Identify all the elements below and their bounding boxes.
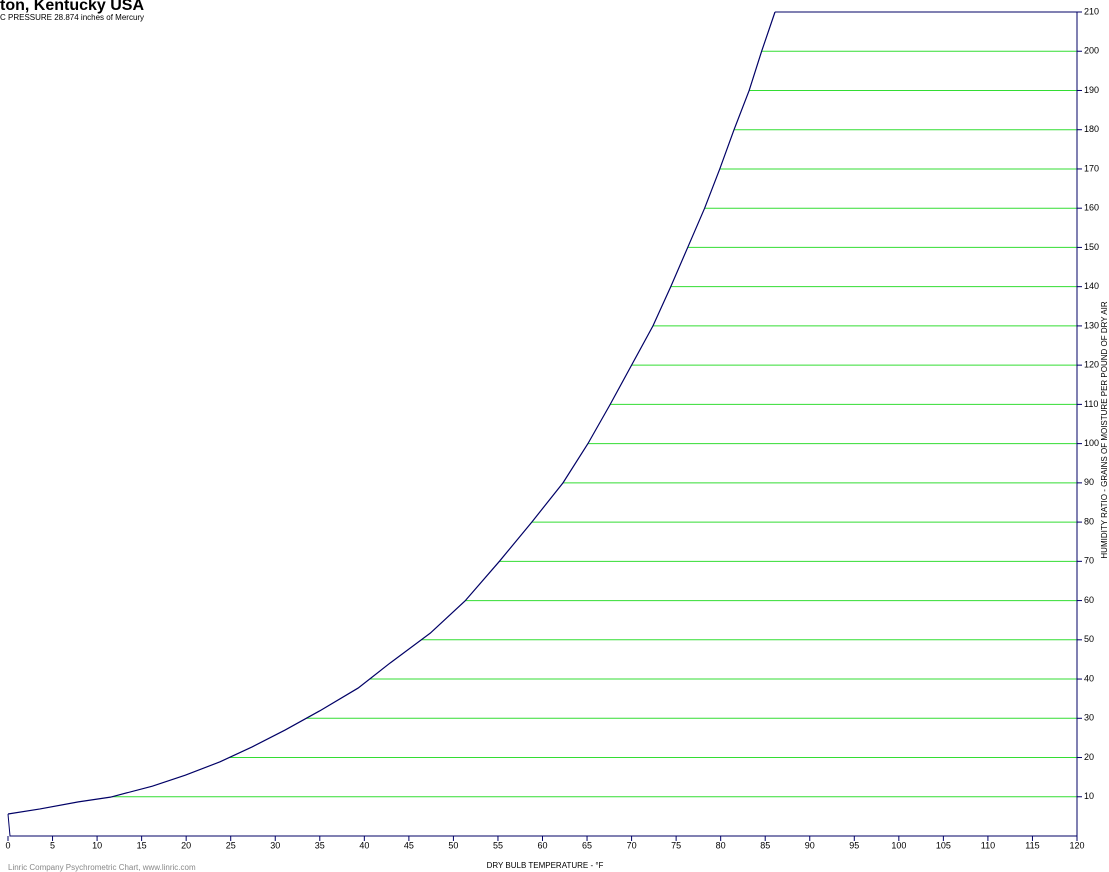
x-tick-label: 75 [671, 840, 681, 850]
x-tick-label: 30 [270, 840, 280, 850]
y-tick-label: 60 [1084, 595, 1094, 605]
chart-subtitle: C PRESSURE 28.874 inches of Mercury [0, 13, 144, 22]
x-tick-label: 100 [891, 840, 906, 850]
y-tick-label: 40 [1084, 673, 1094, 683]
x-tick-label: 110 [981, 840, 995, 850]
x-tick-label: 85 [760, 840, 770, 850]
x-tick-label: 10 [92, 840, 102, 850]
x-axis-label: DRY BULB TEMPERATURE - °F [487, 861, 604, 870]
x-tick-label: 80 [716, 840, 726, 850]
y-tick-label: 150 [1084, 242, 1099, 252]
y-tick-label: 210 [1084, 6, 1099, 16]
x-tick-label: 105 [936, 840, 951, 850]
x-tick-label: 50 [448, 840, 458, 850]
x-tick-label: 95 [849, 840, 859, 850]
y-tick-label: 70 [1084, 556, 1094, 566]
x-tick-label: 20 [181, 840, 191, 850]
x-tick-label: 40 [359, 840, 369, 850]
saturation-curve [7, 11, 776, 815]
x-tick-label: 60 [537, 840, 547, 850]
y-tick-label: 140 [1084, 281, 1099, 291]
x-tick-label: 0 [5, 840, 10, 850]
x-tick-label: 35 [315, 840, 325, 850]
x-tick-label: 45 [404, 840, 414, 850]
y-tick-label: 30 [1084, 713, 1094, 723]
y-tick-label: 160 [1084, 203, 1099, 213]
y-tick-label: 110 [1084, 399, 1098, 409]
y-tick-label: 180 [1084, 124, 1099, 134]
x-tick-label: 115 [1025, 840, 1039, 850]
y-tick-label: 170 [1084, 163, 1099, 173]
x-tick-label: 5 [50, 840, 55, 850]
chart-title: ton, Kentucky USA [0, 0, 144, 14]
chart-frame [7, 11, 1078, 837]
y-tick-label: 100 [1084, 438, 1099, 448]
y-tick-label: 20 [1084, 752, 1094, 762]
y-tick-label: 200 [1084, 46, 1099, 56]
footer: Linric Company Psychrometric Chart, www.… [8, 863, 196, 872]
y-tick-label: 120 [1084, 360, 1099, 370]
x-tick-label: 55 [493, 840, 503, 850]
y-tick-label: 190 [1084, 85, 1099, 95]
x-tick-label: 120 [1069, 840, 1084, 850]
x-tick-label: 25 [226, 840, 236, 850]
y-tick-label: 130 [1084, 320, 1099, 330]
y-tick-label: 80 [1084, 516, 1094, 526]
y-tick-label: 50 [1084, 634, 1094, 644]
y-axis-label: HUMIDITY RATIO - GRAINS OF MOISTURE PER … [1100, 301, 1109, 558]
y-tick-label: 90 [1084, 477, 1094, 487]
y-tick-label: 10 [1084, 791, 1094, 801]
x-tick-label: 65 [582, 840, 592, 850]
x-tick-label: 90 [805, 840, 815, 850]
x-tick-label: 70 [627, 840, 637, 850]
x-tick-label: 15 [137, 840, 147, 850]
